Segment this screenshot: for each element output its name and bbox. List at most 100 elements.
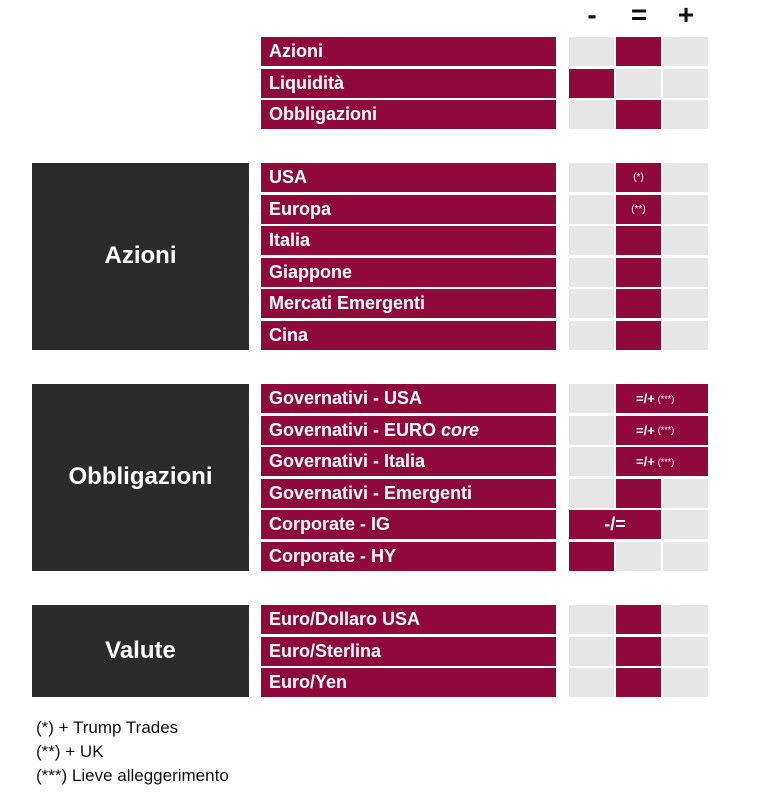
header-plus: + <box>677 0 695 30</box>
rating-cell-equal <box>616 68 661 98</box>
row-label: Europa <box>261 194 556 224</box>
row-label: Mercati Emergenti <box>261 289 556 318</box>
row-label: Euro/Yen <box>261 668 556 697</box>
row-label: Liquidità <box>261 68 556 98</box>
row-label-text: Corporate - IG <box>269 514 391 534</box>
rating-cell-minus <box>569 384 614 413</box>
rating-cell-minus <box>569 447 614 476</box>
rating-cell-plus <box>663 541 708 571</box>
rating-mark: (**) <box>631 203 646 215</box>
header-minus: - <box>587 0 597 30</box>
rating-cell-equal <box>616 605 661 634</box>
rating-cell-minus <box>569 320 614 350</box>
rating-cell-span: -/= <box>569 510 661 539</box>
rating-cell-equal <box>616 226 661 255</box>
rating-cell-minus <box>569 541 614 571</box>
rating-cell-minus <box>569 37 614 66</box>
rating-cell-minus <box>569 415 614 445</box>
row-label-text: Italia <box>269 230 311 250</box>
footnote: (**) + UK <box>36 742 104 761</box>
rating-cell-minus <box>569 257 614 287</box>
row-label-text: Governativi - USA <box>269 388 423 408</box>
rating-cell-equal <box>616 636 661 666</box>
rating-cell-equal <box>616 478 661 508</box>
rating-cell-equal: (**) <box>616 194 661 224</box>
rating-cell-span: =/+ (***) <box>616 415 708 445</box>
row-label: Governativi - Italia <box>261 447 556 476</box>
row-label: Euro/Sterlina <box>261 636 556 666</box>
rating-cell-minus <box>569 68 614 98</box>
rating-cell-plus <box>663 226 708 255</box>
section-title: Valute <box>105 637 176 664</box>
rating-cell-span: =/+ (***) <box>616 447 708 476</box>
row-label-text: Giappone <box>269 261 353 282</box>
row-label: Governativi - EURO core <box>261 415 556 445</box>
row-label: Cina <box>261 320 556 350</box>
rating-cell-minus <box>569 163 614 192</box>
row-label: USA <box>261 163 556 192</box>
rating-cell-plus <box>663 257 708 287</box>
rating-cell-minus <box>569 605 614 634</box>
row-label-text: Corporate - HY <box>269 545 397 566</box>
rating-text: =/+ <box>636 454 655 469</box>
row-label-text: Euro/Dollaro USA <box>269 609 421 629</box>
rating-cell-plus <box>663 289 708 318</box>
rating-cell-plus <box>663 668 708 697</box>
footnote: (*) + Trump Trades <box>36 718 179 737</box>
row-label: Corporate - HY <box>261 541 556 571</box>
row-label: Euro/Dollaro USA <box>261 605 556 634</box>
rating-cell-plus <box>663 478 708 508</box>
footnotes: (*) + Trump Trades (**) + UK (***) Lieve… <box>36 716 229 788</box>
rating-cell-plus <box>663 163 708 192</box>
rating-cell-equal <box>616 37 661 66</box>
row-label-text: USA <box>269 167 308 187</box>
section-title: Obbligazioni <box>68 463 213 491</box>
rating-cell-equal <box>616 100 661 129</box>
rating-cell-minus <box>569 289 614 318</box>
row-label: Governativi - Emergenti <box>261 478 556 508</box>
row-label: Azioni <box>261 37 556 66</box>
section-title-block: Obbligazioni <box>32 384 249 571</box>
row-label-text: Cina <box>269 324 309 345</box>
header-equal: = <box>630 0 648 30</box>
rating-note: (***) <box>657 456 675 467</box>
rating-cell-equal <box>616 289 661 318</box>
rating-cell-minus <box>569 226 614 255</box>
row-label: Obbligazioni <box>261 100 556 129</box>
rating-cell-plus <box>663 100 708 129</box>
row-label: Governativi - USA <box>261 384 556 413</box>
row-label-text: Governativi - EURO <box>269 419 442 440</box>
section-title: Azioni <box>104 242 177 270</box>
rating-cell-equal <box>616 668 661 697</box>
row-label-text: Governativi - Italia <box>269 451 426 471</box>
rating-cell-minus <box>569 478 614 508</box>
row-label: Giappone <box>261 257 556 287</box>
footnote: (***) Lieve alleggerimento <box>36 766 229 785</box>
rating-cell-plus <box>663 636 708 666</box>
rating-cell-plus <box>663 320 708 350</box>
rating-note: (***) <box>657 425 675 435</box>
row-label: Italia <box>261 226 556 255</box>
row-label-text: Europa <box>269 198 332 219</box>
section-title-block: Azioni <box>32 163 249 350</box>
row-label-text: Euro/Sterlina <box>269 640 382 661</box>
rating-cell-plus <box>663 68 708 98</box>
row-label-text: Azioni <box>269 41 323 61</box>
row-label-text: Euro/Yen <box>269 672 348 692</box>
rating-cell-plus <box>663 37 708 66</box>
rating-cell-equal <box>616 257 661 287</box>
rating-text: =/+ <box>636 422 655 438</box>
row-label-text: Governativi - Emergenti <box>269 482 473 503</box>
rating-text: -/= <box>604 514 626 534</box>
rating-cell-span: =/+ (***) <box>616 384 708 413</box>
rating-cell-minus <box>569 636 614 666</box>
rating-cell-minus <box>569 194 614 224</box>
rating-cell-equal: (*) <box>616 163 661 192</box>
rating-cell-equal <box>616 320 661 350</box>
rating-cell-plus <box>663 605 708 634</box>
rating-cell-plus <box>663 194 708 224</box>
rating-cell-equal <box>616 541 661 571</box>
rating-cell-minus <box>569 100 614 129</box>
rating-cell-minus <box>569 668 614 697</box>
row-label-text: Mercati Emergenti <box>269 293 426 313</box>
